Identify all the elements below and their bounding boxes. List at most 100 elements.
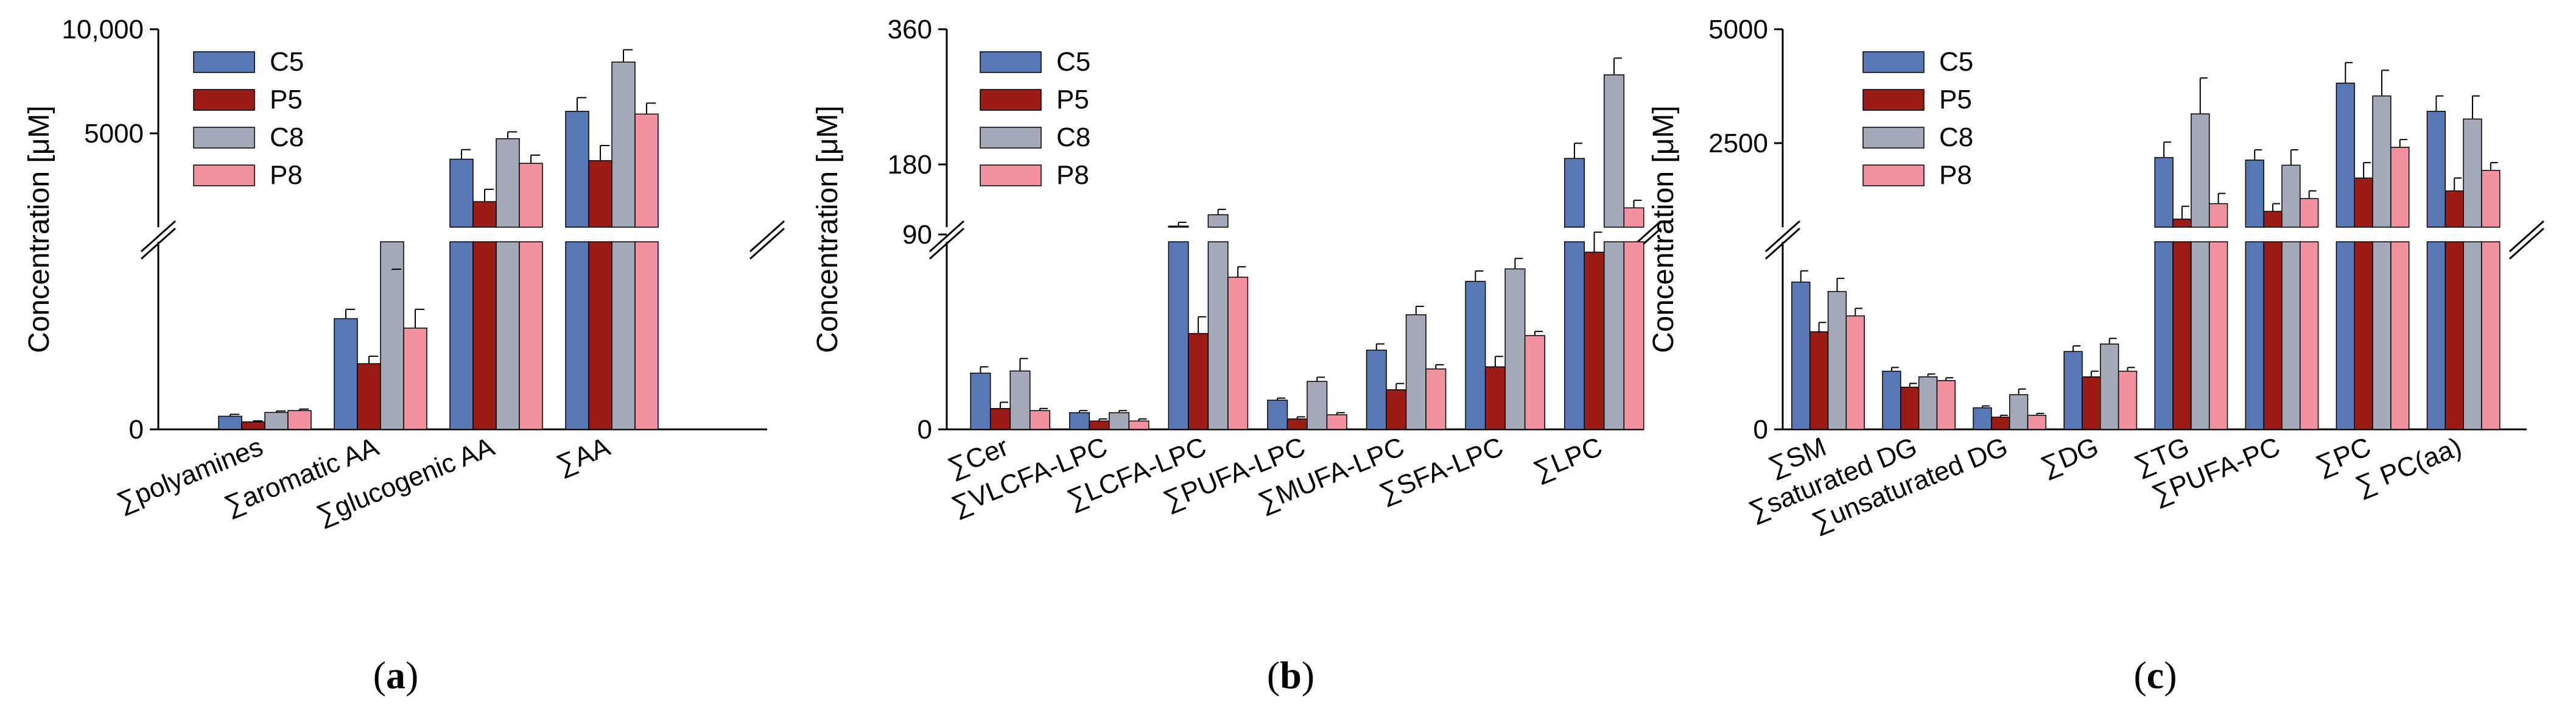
bar-C5-3: [2063, 351, 2083, 430]
bar-P5-6: [1584, 252, 1605, 430]
bar-C8-0: [1827, 291, 1847, 430]
bar-C5-6: [2336, 82, 2355, 228]
bar-C8-2: [2009, 394, 2029, 430]
legend-label-P8: P8: [270, 160, 303, 190]
bar-P8-3-lower: [634, 241, 659, 430]
bar-C8-6-lower: [1603, 241, 1625, 430]
bar-P8-5-lower: [2300, 241, 2319, 430]
bar-P8-2: [2027, 415, 2047, 430]
bar-P8-0: [1029, 410, 1050, 430]
legend-swatch-P5: [1862, 89, 1925, 111]
bar-P8-0: [287, 410, 312, 430]
bar-P8-0: [1845, 315, 1865, 430]
legend-label-P5: P5: [1939, 85, 1972, 114]
bar-C5-5: [2245, 160, 2264, 228]
y-tick-label: 5000: [1708, 15, 1768, 44]
bar-P8-6: [1623, 207, 1644, 228]
panel-label-close: ): [1302, 653, 1314, 697]
bar-C5-2-lower: [1168, 241, 1189, 430]
bar-C8-5: [2281, 164, 2301, 228]
axis-break-mark: [2509, 220, 2544, 253]
bar-P5-2: [472, 201, 497, 228]
bar-C8-3: [1307, 381, 1328, 430]
y-tick-label: 10,000: [61, 15, 144, 44]
bar-C5-0: [1791, 281, 1811, 430]
bar-C8-6: [1603, 74, 1625, 228]
bar-C5-4: [2154, 157, 2174, 228]
bar-P5-4: [1386, 389, 1407, 430]
bar-P8-5: [1524, 335, 1545, 430]
bar-P5-0: [1809, 331, 1829, 430]
bar-C8-4-lower: [2191, 241, 2210, 430]
bar-P5-3: [1286, 418, 1308, 430]
bar-P5-0: [989, 408, 1011, 430]
legend-swatch-C8: [980, 127, 1042, 149]
legend-swatch-P8: [193, 164, 255, 186]
bar-C8-0: [1009, 370, 1031, 430]
legend-label-C5: C5: [270, 47, 304, 77]
legend-swatch-P5: [980, 89, 1042, 111]
y-tick-label: 2500: [1708, 129, 1768, 158]
bar-P5-6: [2354, 177, 2373, 228]
bar-P5-3: [2082, 376, 2101, 430]
legend-swatch-C5: [980, 51, 1042, 73]
panel-label-letter: b: [1280, 653, 1302, 697]
legend: C5 P5 C8 P8: [193, 47, 304, 190]
legend: C5 P5 C8 P8: [980, 47, 1090, 190]
legend-swatch-C5: [193, 51, 255, 73]
panel-label-letter: c: [2147, 653, 2164, 697]
bar-C8-6: [2372, 95, 2392, 228]
bar-C5-5-lower: [2245, 241, 2264, 430]
panel-label: (a): [373, 653, 419, 697]
panel-label-open: (: [373, 653, 386, 697]
x-tick-label: ∑AA: [552, 432, 614, 480]
legend-label-P5: P5: [270, 85, 303, 114]
bar-C8-3-lower: [611, 241, 636, 430]
panel-label-open: (: [2133, 653, 2146, 697]
axis-break-mark: [1765, 220, 1800, 253]
legend-label-C8: C8: [1056, 122, 1090, 152]
bar-P8-3: [634, 113, 659, 228]
bar-P8-2: [519, 163, 543, 228]
x-tick-label: ∑ PC(aa): [2351, 432, 2466, 501]
bar-C8-0: [264, 412, 289, 430]
axis-break-mark: [929, 227, 964, 260]
bar-C5-2: [1168, 225, 1189, 228]
bar-P5-3: [588, 160, 612, 228]
legend-swatch-C8: [1862, 127, 1925, 149]
y-tick-label: 180: [888, 150, 932, 180]
bar-C5-2-lower: [449, 241, 474, 430]
bar-P5-5-lower: [2263, 241, 2283, 430]
bar-C8-1: [1918, 376, 1938, 430]
legend-swatch-C8: [193, 127, 255, 149]
bar-C8-7: [2463, 118, 2482, 228]
bar-C5-2: [1973, 407, 1992, 430]
x-tick-label: ∑DG: [2037, 432, 2103, 482]
bar-C8-2-lower: [1207, 241, 1229, 430]
bar-P8-7: [2481, 169, 2501, 228]
bar-P8-6-lower: [1623, 241, 1644, 430]
y-tick-label: 0: [918, 415, 932, 445]
bar-P5-0: [241, 421, 265, 430]
bar-P5-5: [1484, 366, 1506, 430]
legend-label-C5: C5: [1939, 47, 1973, 77]
bar-C5-6: [1563, 158, 1585, 228]
axis-break-mark: [749, 220, 785, 253]
bar-C8-2: [496, 138, 520, 228]
bar-P8-6: [2390, 147, 2410, 228]
bar-C8-5: [1504, 268, 1526, 430]
bar-C5-4-lower: [2154, 241, 2174, 430]
bar-P5-1: [1089, 420, 1110, 430]
legend-swatch-P8: [1862, 164, 1925, 186]
axis-break-mark: [141, 220, 176, 253]
axis-break-mark: [929, 220, 964, 253]
bar-P5-6-lower: [2354, 241, 2373, 430]
bar-P5-7-lower: [2444, 241, 2464, 430]
bar-P5-4: [2172, 218, 2192, 228]
bar-P8-4: [1425, 368, 1447, 430]
bar-C8-1-lower: [380, 241, 404, 430]
bar-P8-2-lower: [519, 241, 543, 430]
